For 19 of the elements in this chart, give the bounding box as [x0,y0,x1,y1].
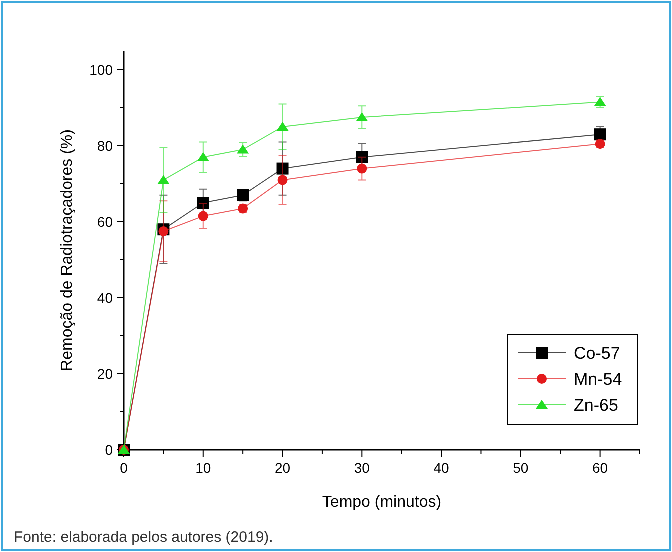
legend-label: Zn-65 [574,396,618,415]
x-tick-label: 20 [274,460,291,476]
y-tick-label: 40 [97,290,114,306]
legend-label: Co-57 [574,344,620,363]
y-tick-label: 80 [97,138,114,154]
x-axis-title: Tempo (minutos) [322,494,442,511]
x-tick-label: 10 [196,460,212,476]
x-tick-label: 40 [434,460,450,476]
x-tick-label: 50 [513,460,529,476]
y-tick-label: 0 [105,442,114,458]
y-axis-title: Remoção de Radiotraçadores (%) [59,130,76,372]
x-tick-label: 30 [354,460,370,476]
y-tick-label: 100 [90,62,114,78]
y-tick-label: 20 [97,366,114,382]
source-note: Fonte: elaborada pelos autores (2019). [14,529,274,546]
x-tick-label: 0 [120,460,128,476]
y-tick-label: 60 [97,214,114,230]
legend-label: Mn-54 [574,370,622,389]
x-tick-label: 60 [592,460,608,476]
